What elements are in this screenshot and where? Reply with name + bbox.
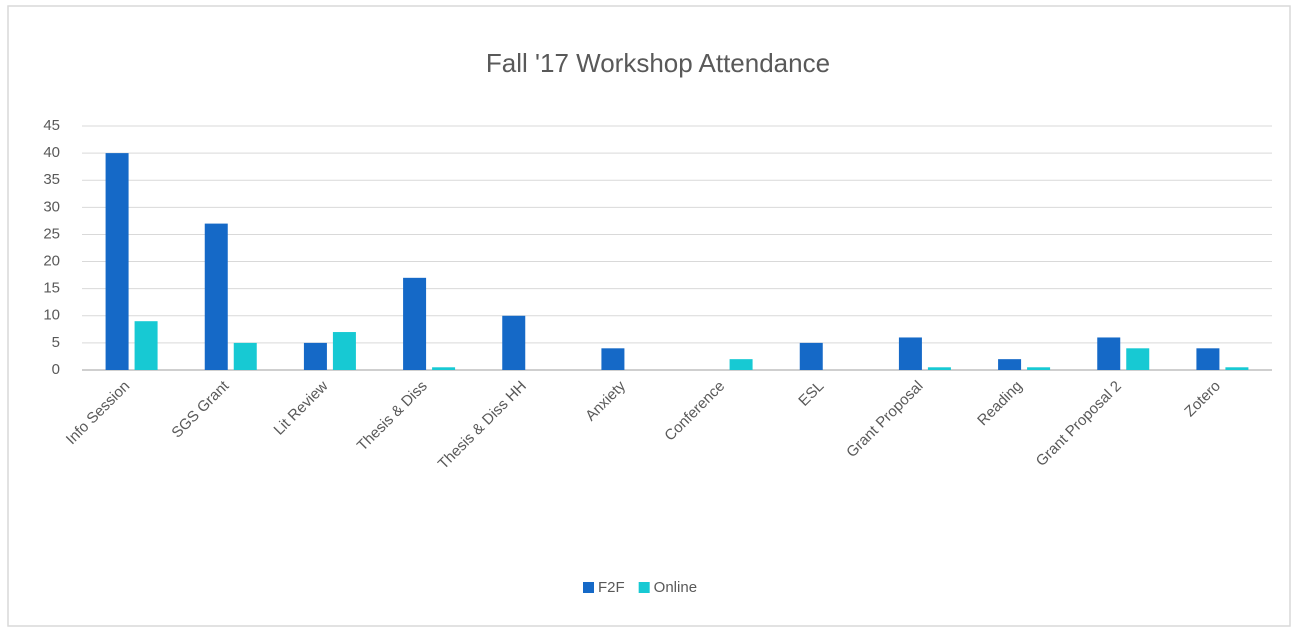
y-tick-label: 10	[43, 307, 60, 324]
y-tick-label: 40	[43, 144, 60, 161]
bar	[1027, 367, 1051, 370]
bar	[502, 315, 526, 370]
y-tick-label: 5	[52, 334, 60, 351]
bar	[432, 367, 456, 370]
y-tick-label: 45	[43, 117, 60, 134]
bar	[303, 342, 327, 370]
bar	[729, 359, 753, 370]
bar	[403, 277, 427, 370]
y-tick-label: 35	[43, 171, 60, 188]
y-tick-label: 0	[52, 361, 60, 378]
legend-label: Online	[654, 579, 697, 596]
bar	[134, 321, 158, 370]
legend-swatch	[583, 582, 594, 593]
bar	[898, 337, 922, 370]
bar	[1225, 367, 1249, 370]
y-tick-label: 20	[43, 253, 60, 270]
bar	[332, 332, 356, 370]
y-tick-label: 25	[43, 225, 60, 242]
bar	[601, 348, 625, 370]
chart-title: Fall '17 Workshop Attendance	[486, 48, 830, 78]
bar	[1126, 348, 1150, 370]
bar	[1196, 348, 1220, 370]
legend-swatch	[638, 582, 650, 593]
bar	[233, 342, 257, 370]
legend-label: F2F	[598, 579, 625, 596]
y-tick-label: 15	[43, 280, 60, 297]
bar	[204, 223, 228, 370]
bar	[799, 342, 823, 370]
bar	[998, 359, 1022, 370]
bar	[927, 367, 951, 370]
bar	[105, 153, 129, 370]
y-tick-label: 30	[43, 198, 60, 215]
bar	[1097, 337, 1121, 370]
